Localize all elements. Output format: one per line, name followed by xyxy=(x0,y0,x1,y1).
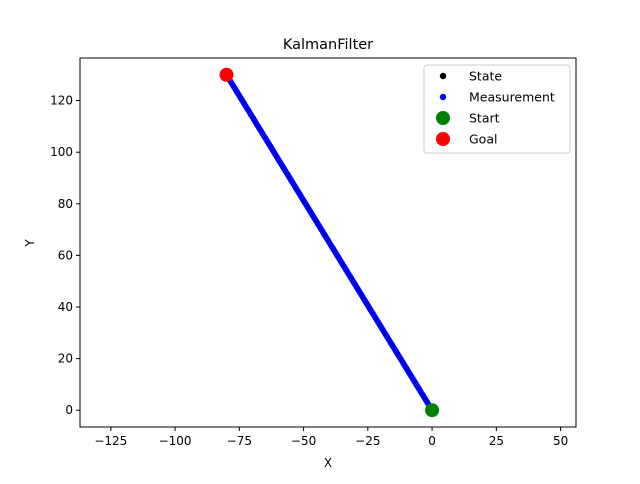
y-tick-label: 0 xyxy=(65,403,73,417)
y-tick-label: 80 xyxy=(58,197,73,211)
y-axis-label: Y xyxy=(23,239,37,248)
legend-label-start: Start xyxy=(469,111,500,126)
x-tick-label: −50 xyxy=(291,434,316,448)
legend-label-measurement: Measurement xyxy=(469,90,555,105)
legend-box xyxy=(423,64,571,154)
y-tick-label: 20 xyxy=(58,352,73,366)
x-tick-label: 50 xyxy=(553,434,568,448)
x-tick-label: −25 xyxy=(355,434,380,448)
x-axis-label: X xyxy=(324,456,332,470)
y-tick-label: 120 xyxy=(50,94,73,108)
y-tick-label: 100 xyxy=(50,145,73,159)
legend-label-goal: Goal xyxy=(469,132,497,147)
goal-point xyxy=(219,67,234,82)
start-point xyxy=(425,403,440,418)
chart-title: KalmanFilter xyxy=(283,37,373,53)
x-tick-label: −75 xyxy=(227,434,252,448)
plot-layer xyxy=(219,67,440,418)
legend-marker-goal xyxy=(436,132,450,146)
x-axis-ticks: −125 −100 −75 −50 −25 0 25 50 xyxy=(94,427,568,448)
x-tick-label: 0 xyxy=(428,434,436,448)
y-axis-ticks: 0 20 40 60 80 100 120 xyxy=(50,94,80,417)
x-tick-label: 25 xyxy=(489,434,504,448)
y-tick-label: 40 xyxy=(58,300,73,314)
legend-marker-measurement xyxy=(439,93,447,101)
legend: State Measurement Start Goal xyxy=(423,64,571,154)
x-tick-label: −100 xyxy=(159,434,192,448)
legend-label-state: State xyxy=(469,69,502,84)
x-tick-label: −125 xyxy=(94,434,127,448)
y-tick-label: 60 xyxy=(58,248,73,262)
legend-marker-start xyxy=(436,111,450,125)
state-trace xyxy=(226,74,433,411)
axes-frame xyxy=(79,57,577,428)
legend-marker-state xyxy=(439,72,447,80)
